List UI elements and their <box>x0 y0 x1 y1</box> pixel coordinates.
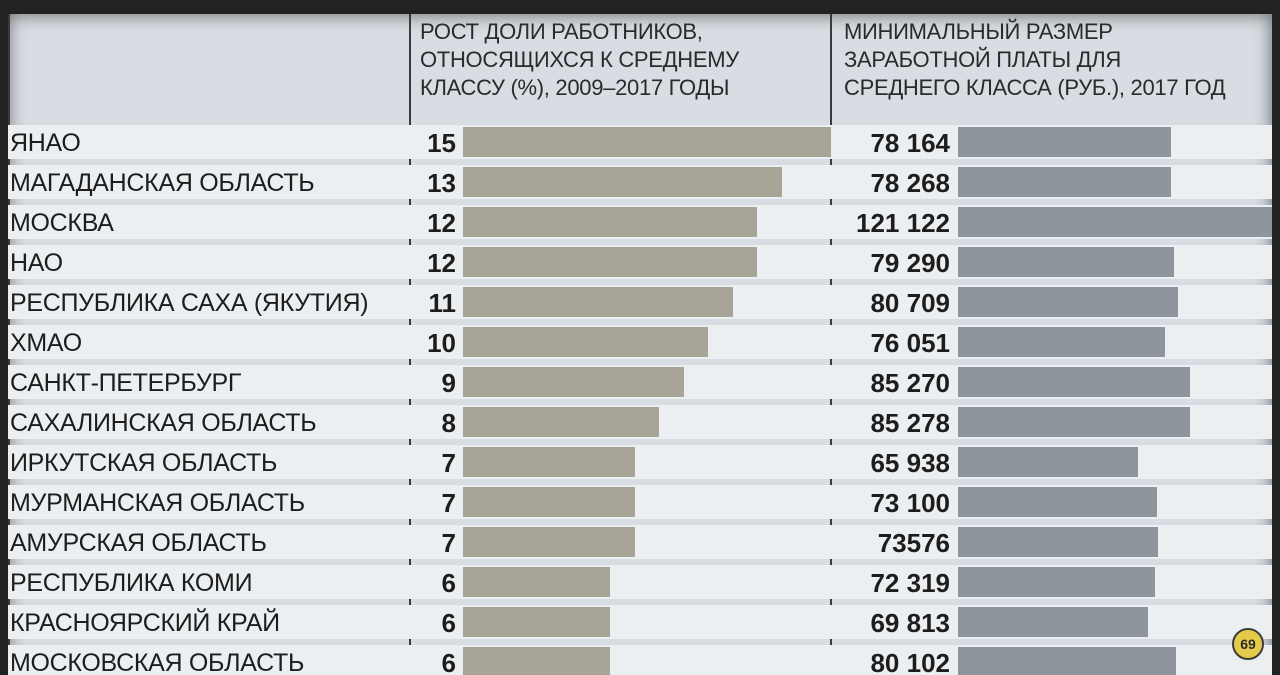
salary-value-label: 69 813 <box>870 608 950 638</box>
growth-value-label: 9 <box>441 368 456 398</box>
growth-bar <box>463 327 708 357</box>
growth-value-label: 7 <box>441 448 456 478</box>
salary-value-label: 73576 <box>877 528 950 558</box>
header-salary: МИНИМАЛЬНЫЙ РАЗМЕР ЗАРАБОТНОЙ ПЛАТЫ ДЛЯ … <box>844 14 1272 126</box>
growth-bar <box>463 247 757 277</box>
salary-bar <box>958 167 1171 197</box>
salary-value-label: 78 164 <box>870 128 950 158</box>
region-name: ЯНАО <box>10 129 81 157</box>
region-name: САНКТ-ПЕТЕРБУРГ <box>10 369 242 397</box>
growth-bar <box>463 607 610 637</box>
region-name: РЕСПУБЛИКА САХА (ЯКУТИЯ) <box>10 289 369 317</box>
region-name: МОСКОВСКАЯ ОБЛАСТЬ <box>10 649 305 675</box>
salary-value-label: 80 102 <box>870 648 950 675</box>
salary-value-label: 72 319 <box>870 568 950 598</box>
table-row: МОСКВА 12 121 122 <box>8 202 1272 242</box>
region-name: МОСКВА <box>10 209 114 237</box>
region-name: КРАСНОЯРСКИЙ КРАЙ <box>10 609 280 637</box>
growth-bar <box>463 367 684 397</box>
growth-bar <box>463 527 635 557</box>
table-row: РЕСПУБЛИКА КОМИ 6 72 319 <box>8 562 1272 602</box>
table-row: ЯНАО 15 78 164 <box>8 122 1272 162</box>
table-row: МОСКОВСКАЯ ОБЛАСТЬ 6 80 102 <box>8 642 1272 675</box>
table-row: ИРКУТСКАЯ ОБЛАСТЬ 7 65 938 <box>8 442 1272 482</box>
header-growth-line-1: РОСТ ДОЛИ РАБОТНИКОВ, <box>420 19 703 44</box>
growth-bar <box>463 487 635 517</box>
table-row: САХАЛИНСКАЯ ОБЛАСТЬ 8 85 278 <box>8 402 1272 442</box>
salary-bar <box>958 527 1158 557</box>
growth-bar <box>463 287 733 317</box>
table-row: АМУРСКАЯ ОБЛАСТЬ 7 73576 <box>8 522 1272 562</box>
region-name: МУРМАНСКАЯ ОБЛАСТЬ <box>10 489 305 517</box>
table-row: КРАСНОЯРСКИЙ КРАЙ 6 69 813 <box>8 602 1272 642</box>
growth-value-label: 7 <box>441 488 456 518</box>
salary-value-label: 85 270 <box>870 368 950 398</box>
growth-bar <box>463 207 757 237</box>
growth-bar <box>463 167 782 197</box>
growth-bar <box>463 407 659 437</box>
header-salary-line-2: ЗАРАБОТНОЙ ПЛАТЫ ДЛЯ <box>844 47 1121 72</box>
region-name: ИРКУТСКАЯ ОБЛАСТЬ <box>10 449 278 477</box>
salary-value-label: 76 051 <box>870 328 950 358</box>
header-salary-line-1: МИНИМАЛЬНЫЙ РАЗМЕР <box>844 19 1113 44</box>
growth-value-label: 7 <box>441 528 456 558</box>
salary-bar <box>958 607 1148 637</box>
salary-value-label: 65 938 <box>870 448 950 478</box>
salary-value-label: 78 268 <box>870 168 950 198</box>
table-row: МУРМАНСКАЯ ОБЛАСТЬ 7 73 100 <box>8 482 1272 522</box>
growth-value-label: 11 <box>428 288 457 318</box>
salary-bar <box>958 287 1178 317</box>
growth-value-label: 13 <box>427 168 456 198</box>
salary-bar <box>958 207 1272 237</box>
growth-bar <box>463 567 610 597</box>
salary-bar <box>958 647 1176 675</box>
region-name: МАГАДАНСКАЯ ОБЛАСТЬ <box>10 169 315 197</box>
salary-bar <box>958 127 1171 157</box>
growth-value-label: 6 <box>441 608 456 638</box>
region-name: АМУРСКАЯ ОБЛАСТЬ <box>10 529 267 557</box>
growth-value-label: 12 <box>427 208 456 238</box>
salary-bar <box>958 407 1190 437</box>
table-row: МАГАДАНСКАЯ ОБЛАСТЬ 13 78 268 <box>8 162 1272 202</box>
growth-bar <box>463 647 610 675</box>
growth-value-label: 10 <box>427 328 456 358</box>
infographic-table: РОСТ ДОЛИ РАБОТНИКОВ, ОТНОСЯЩИХСЯ К СРЕД… <box>8 14 1272 675</box>
publisher-logo-icon: 69 <box>1232 628 1264 660</box>
table-row: САНКТ-ПЕТЕРБУРГ 9 85 270 <box>8 362 1272 402</box>
region-name: РЕСПУБЛИКА КОМИ <box>10 569 253 597</box>
salary-value-label: 79 290 <box>870 248 950 278</box>
table-row: РЕСПУБЛИКА САХА (ЯКУТИЯ) 11 80 709 <box>8 282 1272 322</box>
header-growth: РОСТ ДОЛИ РАБОТНИКОВ, ОТНОСЯЩИХСЯ К СРЕД… <box>420 14 830 126</box>
salary-value-label: 73 100 <box>870 488 950 518</box>
growth-value-label: 12 <box>427 248 456 278</box>
salary-bar <box>958 487 1157 517</box>
salary-bar <box>958 447 1138 477</box>
salary-value-label: 80 709 <box>870 288 950 318</box>
growth-bar <box>463 127 831 157</box>
header-growth-line-3: КЛАССУ (%), 2009–2017 ГОДЫ <box>420 75 730 100</box>
header-growth-line-2: ОТНОСЯЩИХСЯ К СРЕДНЕМУ <box>420 47 739 72</box>
header-salary-line-3: СРЕДНЕГО КЛАССА (РУБ.), 2017 ГОД <box>844 75 1226 100</box>
salary-value-label: 121 122 <box>856 208 950 238</box>
table-row: ХМАО 10 76 051 <box>8 322 1272 362</box>
table-row: НАО 12 79 290 <box>8 242 1272 282</box>
region-name: ХМАО <box>10 329 82 357</box>
salary-value-label: 85 278 <box>870 408 950 438</box>
region-name: НАО <box>10 249 63 277</box>
growth-value-label: 6 <box>441 568 456 598</box>
salary-bar <box>958 247 1174 277</box>
growth-value-label: 8 <box>441 408 456 438</box>
growth-bar <box>463 447 635 477</box>
growth-value-label: 15 <box>427 128 456 158</box>
growth-value-label: 6 <box>441 648 456 675</box>
salary-bar <box>958 567 1155 597</box>
salary-bar <box>958 367 1190 397</box>
salary-bar <box>958 327 1165 357</box>
region-name: САХАЛИНСКАЯ ОБЛАСТЬ <box>10 409 317 437</box>
